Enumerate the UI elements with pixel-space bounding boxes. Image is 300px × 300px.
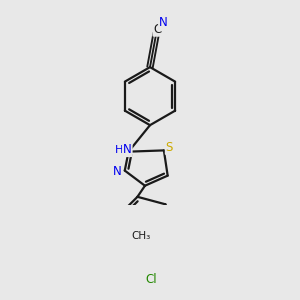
Text: CH₃: CH₃: [131, 231, 150, 241]
Text: H: H: [115, 146, 123, 155]
Text: C: C: [153, 23, 162, 36]
Text: S: S: [166, 141, 173, 154]
Text: N: N: [113, 165, 122, 178]
Text: N: N: [159, 16, 168, 29]
Text: N: N: [123, 143, 132, 156]
Text: Cl: Cl: [146, 273, 157, 286]
